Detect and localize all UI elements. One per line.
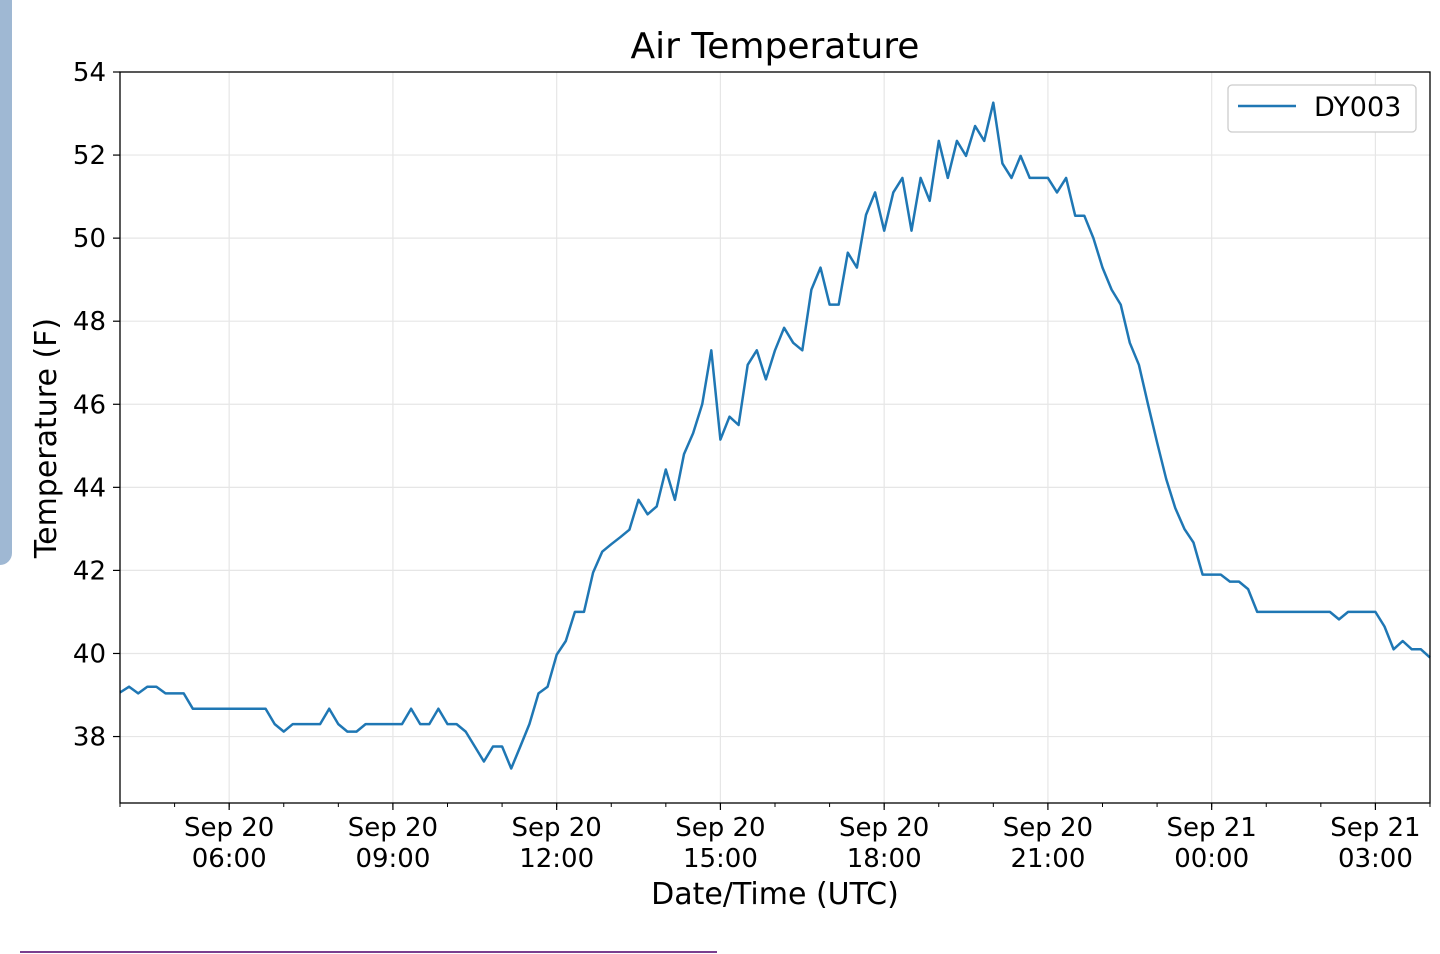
x-tick-label-date: Sep 20 xyxy=(675,813,765,843)
y-tick-label: 42 xyxy=(73,556,106,586)
data-series xyxy=(119,101,1431,770)
x-tick-label-date: Sep 20 xyxy=(1003,813,1093,843)
y-tick-label: 52 xyxy=(73,141,106,171)
plot-frame xyxy=(119,71,1431,804)
legend-box xyxy=(1227,84,1417,133)
legend: DY003 xyxy=(1227,84,1417,133)
x-tick-label-time: 15:00 xyxy=(683,844,758,874)
bottom-divider xyxy=(20,951,717,953)
x-tick-label-time: 18:00 xyxy=(847,844,922,874)
y-tick-label: 54 xyxy=(73,58,106,88)
y-tick-label: 40 xyxy=(73,639,106,669)
x-tick-label-time: 00:00 xyxy=(1174,844,1249,874)
y-tick-label: 48 xyxy=(73,307,106,337)
side-panel-tab[interactable] xyxy=(0,0,12,565)
x-tick-label-date: Sep 20 xyxy=(839,813,929,843)
y-axis-label: Temperature (F) xyxy=(29,318,64,559)
x-axis-label: Date/Time (UTC) xyxy=(651,877,899,912)
x-tick-label-time: 03:00 xyxy=(1338,844,1413,874)
x-tick-label-date: Sep 20 xyxy=(348,813,438,843)
series-line-dy003 xyxy=(119,101,1431,770)
legend-label: DY003 xyxy=(1314,92,1401,123)
x-tick-label-date: Sep 21 xyxy=(1166,813,1256,843)
chart-title: Air Temperature xyxy=(631,26,920,67)
y-tick-label: 46 xyxy=(73,390,106,420)
grid-lines xyxy=(120,71,1430,803)
x-tick-label-time: 12:00 xyxy=(519,844,594,874)
x-tick-label-date: Sep 20 xyxy=(511,813,601,843)
x-tick-label-date: Sep 20 xyxy=(184,813,274,843)
x-tick-label-time: 21:00 xyxy=(1010,844,1085,874)
y-tick-label: 44 xyxy=(73,473,106,503)
x-tick-label-time: 09:00 xyxy=(355,844,430,874)
x-tick-label-time: 06:00 xyxy=(192,844,267,874)
y-tick-label: 50 xyxy=(73,224,106,254)
x-tick-label-date: Sep 21 xyxy=(1330,813,1420,843)
y-tick-label: 38 xyxy=(73,723,106,753)
